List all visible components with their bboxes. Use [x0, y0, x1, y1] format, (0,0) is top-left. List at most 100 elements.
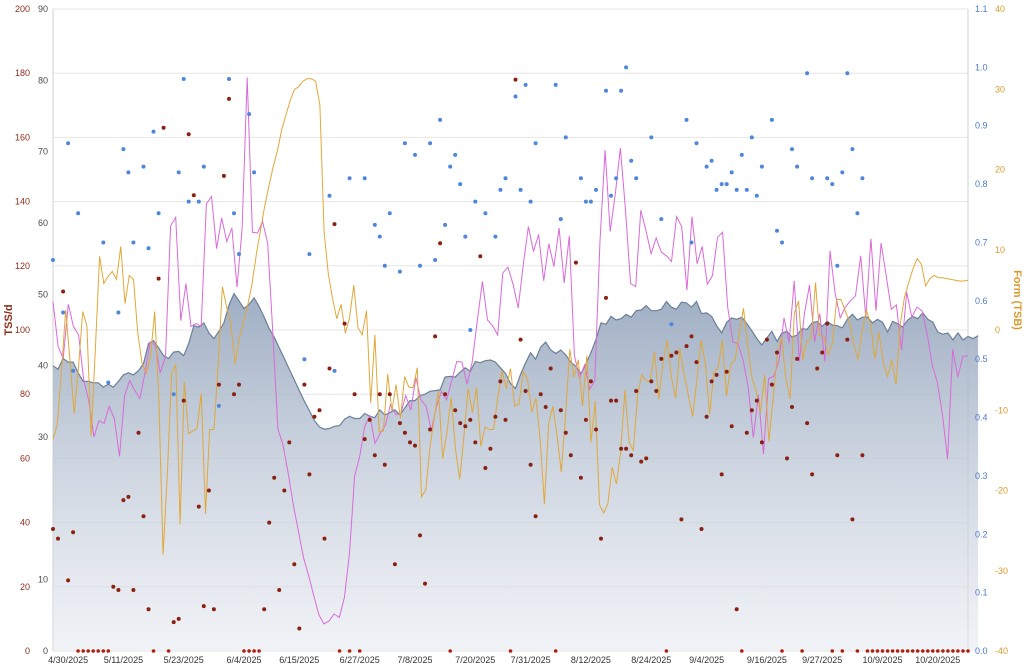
x-tick-label: 5/11/2025 [104, 655, 143, 665]
scatter-point-3 [307, 252, 312, 257]
scatter-point-4 [558, 408, 563, 413]
scatter-point-3 [247, 112, 252, 117]
zero-tss-point [931, 649, 935, 653]
scatter-point-4 [287, 440, 292, 445]
x-tick-label: 6/15/2025 [279, 655, 319, 665]
scatter-point-3 [402, 141, 407, 146]
scatter-point-3 [840, 170, 845, 175]
scatter-point-3 [629, 158, 634, 163]
x-tick-label: 9/16/2025 [747, 655, 787, 665]
scatter-point-4 [237, 382, 241, 387]
scatter-point-3 [141, 164, 146, 169]
scatter-point-3 [498, 187, 503, 192]
zero-tss-point [337, 649, 342, 653]
scatter-point-3 [669, 322, 674, 327]
fitness-area-layer [52, 292, 979, 651]
fitness-tick-label: 0 [43, 646, 48, 656]
scatter-point-3 [624, 65, 629, 70]
scatter-point-3 [463, 234, 468, 239]
scatter-point-4 [679, 517, 684, 522]
scatter-point-3 [493, 234, 498, 239]
scatter-point-4 [121, 498, 126, 503]
scatter-point-4 [272, 475, 277, 480]
scatter-point-4 [322, 536, 327, 541]
x-tick-label: 7/20/2025 [455, 655, 495, 665]
scatter-point-3 [438, 117, 443, 122]
x-tick-label: 8/12/2025 [571, 655, 611, 665]
scatter-point-3 [413, 152, 417, 157]
form-tick-label: -20 [995, 486, 1008, 496]
scatter-point-4 [352, 392, 357, 397]
zero-tss-point [910, 649, 915, 653]
scatter-point-4 [116, 588, 121, 592]
scatter-point-4 [443, 392, 448, 397]
scatter-point-4 [211, 607, 216, 612]
scatter-point-3 [588, 199, 593, 204]
scatter-point-4 [418, 533, 422, 538]
scatter-point-4 [126, 494, 131, 499]
scatter-point-4 [744, 430, 749, 435]
scatter-point-3 [171, 392, 176, 397]
fitness-area-line [52, 292, 979, 430]
zero-tss-point [885, 649, 890, 653]
scatter-point-4 [131, 588, 136, 592]
scatter-point-3 [619, 88, 624, 93]
scatter-point-3 [397, 269, 402, 274]
scatter-point-3 [252, 170, 257, 175]
tss-tick-label: 0 [25, 646, 30, 656]
scatter-point-4 [528, 462, 533, 467]
scatter-point-3 [810, 176, 815, 181]
scatter-point-4 [805, 421, 810, 426]
scatter-point-4 [654, 389, 659, 393]
scatter-point-3 [704, 164, 709, 169]
scatter-point-4 [513, 77, 518, 82]
form-tick-label: -10 [995, 405, 1008, 415]
scatter-point-3 [448, 164, 453, 169]
zero-tss-point [448, 649, 453, 653]
zero-tss-point [865, 649, 870, 653]
scatter-point-3 [377, 234, 382, 239]
scatter-point-3 [443, 222, 448, 227]
fitness-tick-label: 50 [38, 289, 48, 299]
scatter-point-4 [377, 392, 382, 397]
scatter-point-4 [548, 366, 553, 371]
zero-tss-point [800, 649, 804, 653]
zero-tss-point [915, 649, 920, 653]
scatter-point-3 [714, 187, 719, 192]
zero-tss-point [247, 649, 251, 653]
x-tick-label: 7/8/2025 [397, 655, 432, 665]
scatter-point-4 [609, 398, 613, 403]
zero-tss-point [890, 649, 895, 653]
scatter-point-3 [709, 158, 714, 163]
scatter-point-4 [277, 588, 282, 592]
scatter-point-3 [795, 164, 800, 169]
scatter-point-4 [423, 581, 427, 586]
scatter-point-4 [674, 350, 679, 355]
scatter-point-3 [855, 211, 860, 216]
right-axis-title: Form (TSB) [1011, 270, 1023, 330]
zero-tss-point [664, 649, 669, 653]
zero-tss-point [870, 649, 875, 653]
scatter-point-4 [538, 392, 543, 397]
form-tick-label: 30 [995, 84, 1005, 94]
form-tick-label: 40 [995, 4, 1005, 14]
scatter-point-3 [553, 82, 558, 87]
scatter-point-4 [734, 607, 739, 612]
scatter-point-3 [101, 240, 106, 245]
scatter-point-4 [669, 353, 674, 358]
scatter-point-3 [528, 199, 533, 204]
scatter-point-3 [754, 193, 759, 198]
scatter-point-4 [815, 366, 820, 371]
scatter-point-3 [387, 211, 392, 216]
scatter-point-3 [106, 380, 111, 385]
scatter-point-3 [689, 240, 694, 245]
scatter-point-4 [433, 334, 438, 339]
scatter-point-4 [754, 398, 759, 403]
scatter-point-4 [583, 417, 588, 422]
zero-tss-point [347, 649, 352, 653]
scatter-point-4 [397, 421, 402, 426]
scatter-point-4 [649, 379, 654, 384]
scatter-point-4 [221, 173, 226, 178]
scatter-point-4 [568, 453, 573, 458]
scatter-point-3 [181, 77, 186, 81]
